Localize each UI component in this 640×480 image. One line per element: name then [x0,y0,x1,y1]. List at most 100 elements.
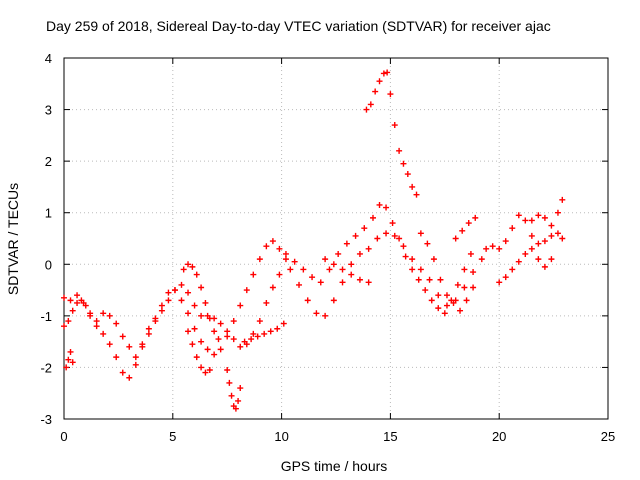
data-point [65,356,72,363]
data-point [528,217,535,224]
data-point [248,336,255,343]
data-point [413,191,420,198]
data-point [309,274,316,281]
data-point [65,318,72,325]
data-point [193,354,200,361]
data-point [443,302,450,309]
data-point [132,361,139,368]
data-point [383,204,390,211]
data-point [522,250,529,257]
data-point [67,348,74,355]
data-point [541,238,548,245]
data-point [339,279,346,286]
series-arc-g [241,320,287,345]
y-tick-label: -2 [40,360,52,375]
data-point [454,281,461,288]
data-point [276,271,283,278]
series-arc-e [185,328,213,376]
data-point [559,235,566,242]
x-tick-label: 15 [383,429,397,444]
x-axis-label: GPS time / hours [281,458,388,474]
data-point [224,333,231,340]
y-tick-label: -3 [40,412,52,427]
data-point [463,297,470,304]
data-point [256,318,263,325]
data-point [189,341,196,348]
plot-frame [63,57,609,420]
data-point [437,276,444,283]
data-point [93,323,100,330]
data-point [478,256,485,263]
series-arc-n [483,212,566,252]
data-point [502,274,509,281]
series-arc-l [417,230,477,314]
data-point [415,276,422,283]
data-point [171,287,178,294]
data-point [430,256,437,263]
data-point [74,292,81,299]
data-point [528,245,535,252]
data-point [348,271,355,278]
grid-lines [64,58,608,419]
data-point [119,369,126,376]
data-point [185,310,192,317]
data-point [106,312,113,319]
data-point [428,297,435,304]
data-point [528,232,535,239]
data-point [417,230,424,237]
data-point [435,292,442,299]
chart-title: Day 259 of 2018, Sidereal Day-to-day VTE… [46,18,551,34]
data-point [69,307,76,314]
series-arc-f [224,367,244,412]
data-point [61,294,67,301]
data-point [387,91,394,98]
data-point [243,287,250,294]
data-point [343,240,350,247]
data-point [422,287,429,294]
series-arc-a [61,238,289,381]
data-point [69,359,76,366]
data-point [139,341,146,348]
series-arc-j [322,256,372,286]
data-point [193,271,200,278]
data-point [461,284,468,291]
data-point [276,245,283,252]
y-tick-label: -1 [40,309,52,324]
data-point [237,343,244,350]
data-point [198,338,205,345]
data-point [132,354,139,361]
data-point [113,320,120,327]
data-point [165,297,172,304]
data-point [274,325,281,332]
data-point [282,256,289,263]
data-point [230,318,237,325]
data-point [158,302,165,309]
data-point [459,227,466,234]
data-point [267,328,274,335]
series-arc-b [61,271,283,361]
data-point [126,343,133,350]
data-point [226,379,233,386]
data-point [496,245,503,252]
data-point [535,240,542,247]
data-point [502,238,509,245]
data-point [470,284,477,291]
data-point [202,369,209,376]
y-tick-label: 3 [45,103,52,118]
data-point [376,78,383,85]
data-point [217,346,224,353]
data-point [322,312,329,319]
data-point [383,230,390,237]
data-point [465,220,472,227]
data-point [367,101,374,108]
data-point [409,256,416,263]
data-point [304,297,311,304]
series-arc-m [452,214,479,242]
data-point [548,222,555,229]
data-point [178,281,185,288]
data-point [515,212,522,219]
data-point [443,292,450,299]
data-point [450,299,457,306]
data-point [496,279,503,286]
data-point [126,374,133,381]
